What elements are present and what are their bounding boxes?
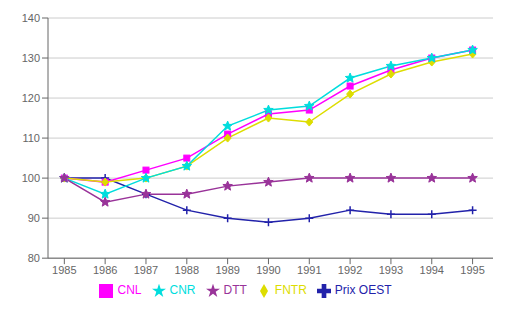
svg-text:90: 90 bbox=[28, 212, 40, 224]
html-text:Prix OEST: Prix OEST bbox=[334, 283, 392, 298]
svg-text:1987: 1987 bbox=[134, 264, 158, 276]
svg-text:1993: 1993 bbox=[379, 264, 403, 276]
svg-text:130: 130 bbox=[22, 52, 40, 64]
svg-text:140: 140 bbox=[22, 12, 40, 24]
svg-text:1985: 1985 bbox=[52, 264, 76, 276]
html-text:FNTR: FNTR bbox=[274, 283, 307, 298]
svg-text:80: 80 bbox=[28, 252, 40, 264]
html-text:CNL: CNL bbox=[117, 283, 142, 298]
svg-text:1991: 1991 bbox=[297, 264, 321, 276]
svg-text:1990: 1990 bbox=[256, 264, 280, 276]
svg-text:120: 120 bbox=[22, 92, 40, 104]
svg-text:1992: 1992 bbox=[338, 264, 362, 276]
svg-text:100: 100 bbox=[22, 172, 40, 184]
svg-text:1995: 1995 bbox=[460, 264, 484, 276]
svg-text:110: 110 bbox=[22, 132, 40, 144]
svg-text:1988: 1988 bbox=[175, 264, 199, 276]
html-text:DTT: DTT bbox=[223, 283, 247, 298]
svg-text:1986: 1986 bbox=[93, 264, 117, 276]
svg-text:1989: 1989 bbox=[215, 264, 239, 276]
html-text:CNR: CNR bbox=[169, 283, 196, 298]
svg-text:1994: 1994 bbox=[420, 264, 444, 276]
